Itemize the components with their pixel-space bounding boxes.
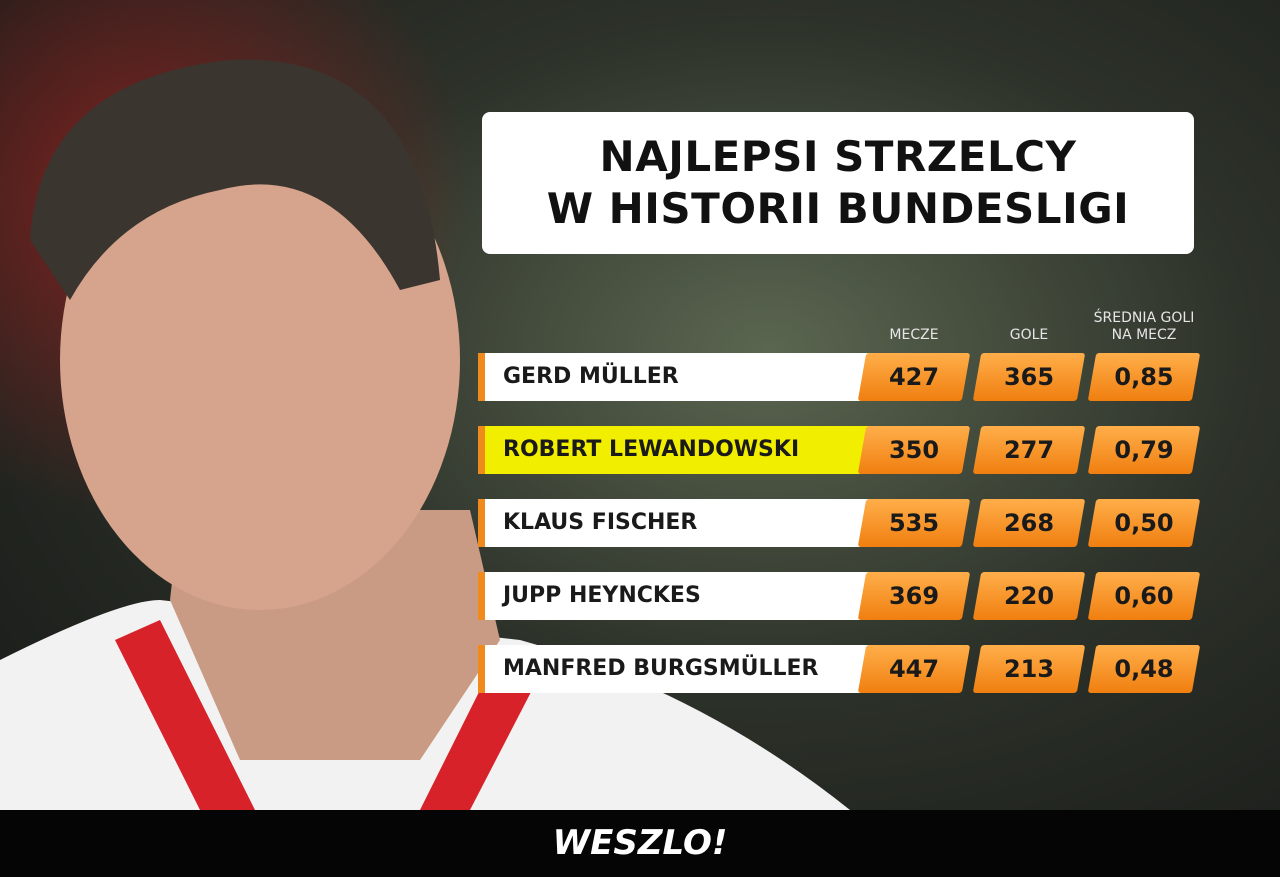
- column-header-line: GOLE: [1009, 327, 1049, 343]
- player-name: MANFRED BURGSMÜLLER: [503, 656, 819, 681]
- collar-left: [115, 620, 255, 810]
- cell-value: 220: [1003, 582, 1055, 610]
- column-header: GOLE: [964, 327, 1094, 344]
- column-header-line: MECZE: [889, 327, 939, 343]
- player-name: KLAUS FISCHER: [503, 510, 698, 535]
- hair: [30, 59, 440, 300]
- cell-value: 0,79: [1114, 436, 1174, 464]
- cell-value: 447: [888, 655, 940, 683]
- cell-value: 427: [888, 363, 940, 391]
- column-header-line: NA MECZ: [1111, 327, 1177, 343]
- cell-value: 277: [1003, 436, 1055, 464]
- cell-value: 0,60: [1114, 582, 1174, 610]
- column-header: ŚREDNIA GOLI NA MECZ: [1079, 310, 1209, 344]
- title-line: W HISTORII BUNDESLIGI: [546, 184, 1130, 233]
- player-name: JUPP HEYNCKES: [503, 583, 701, 608]
- row-bar: [478, 572, 908, 620]
- cell-value: 0,48: [1114, 655, 1174, 683]
- title-line: NAJLEPSI STRZELCY: [599, 132, 1077, 181]
- cell-value: 268: [1003, 509, 1055, 537]
- title-box: NAJLEPSI STRZELCY W HISTORII BUNDESLIGI: [482, 112, 1194, 254]
- cell-value: 535: [888, 509, 940, 537]
- row-bar: [478, 645, 908, 693]
- row-bar: [478, 499, 908, 547]
- player-name: ROBERT LEWANDOWSKI: [503, 437, 800, 462]
- cell-value: 365: [1003, 363, 1055, 391]
- brand-logo: WESZLO!: [552, 823, 728, 863]
- player-photo: [0, 59, 850, 810]
- column-header: MECZE: [849, 327, 979, 344]
- cell-value: 0,50: [1114, 509, 1174, 537]
- cell-value: 0,85: [1114, 363, 1174, 391]
- row-bar: [478, 353, 908, 401]
- player-name: GERD MÜLLER: [503, 364, 679, 389]
- cell-value: 213: [1003, 655, 1055, 683]
- cell-value: 369: [888, 582, 940, 610]
- row-bar: [478, 426, 908, 474]
- column-header-line: ŚREDNIA GOLI: [1093, 310, 1195, 326]
- face: [60, 110, 460, 610]
- footer: WESZLO!: [0, 810, 1280, 877]
- cell-value: 350: [888, 436, 940, 464]
